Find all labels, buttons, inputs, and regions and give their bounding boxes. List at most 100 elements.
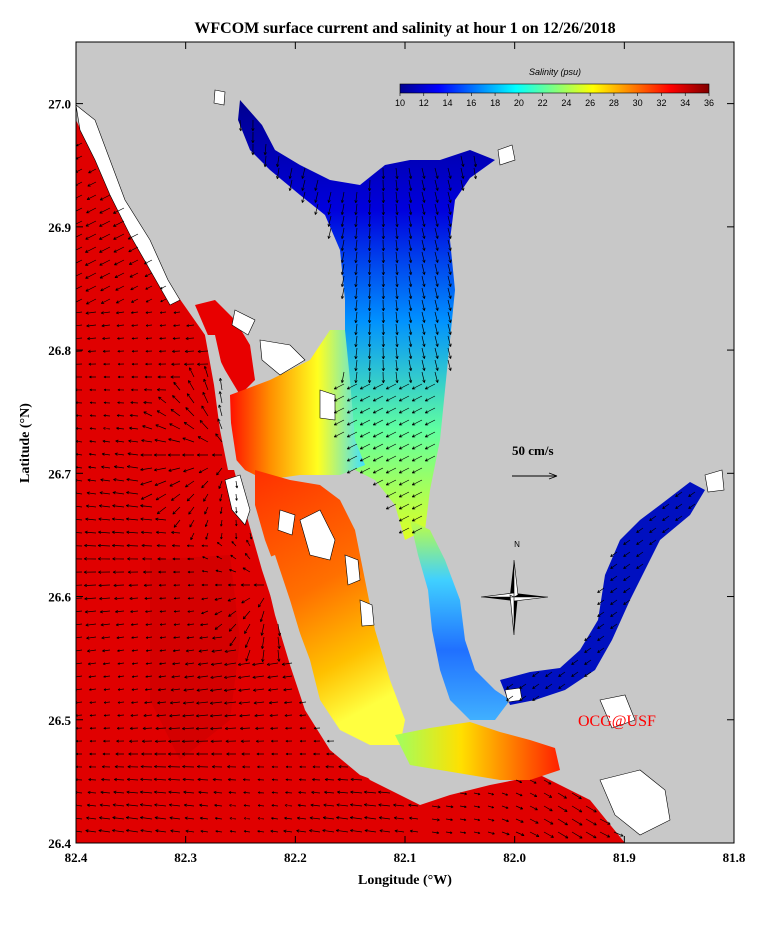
current-vector bbox=[623, 551, 631, 558]
current-vector bbox=[155, 530, 167, 535]
current-vector bbox=[85, 623, 97, 627]
current-vector bbox=[675, 515, 683, 522]
current-vector bbox=[145, 675, 153, 678]
current-vector bbox=[76, 662, 83, 665]
current-vector bbox=[214, 623, 223, 630]
current-vector bbox=[340, 239, 345, 252]
current-vector bbox=[473, 155, 477, 168]
current-vector bbox=[157, 701, 167, 705]
current-vector bbox=[284, 701, 293, 705]
current-vector bbox=[257, 597, 265, 608]
current-vector bbox=[447, 275, 452, 287]
current-vector bbox=[181, 752, 194, 756]
current-vector bbox=[211, 752, 222, 756]
credit-label: OCG@USF bbox=[578, 713, 656, 730]
current-vector bbox=[411, 467, 423, 474]
current-vector bbox=[408, 167, 413, 180]
current-vector bbox=[173, 597, 181, 600]
current-vector bbox=[198, 649, 209, 653]
current-vector bbox=[447, 191, 452, 203]
current-vector bbox=[159, 610, 167, 613]
current-vector bbox=[623, 563, 631, 570]
current-vector bbox=[103, 362, 111, 366]
current-vector bbox=[314, 191, 319, 203]
current-vector bbox=[235, 493, 238, 501]
current-vector bbox=[145, 311, 153, 314]
current-vector bbox=[314, 179, 319, 191]
current-vector bbox=[155, 829, 167, 833]
current-vector bbox=[115, 298, 125, 304]
current-vector bbox=[220, 532, 223, 540]
current-vector bbox=[212, 777, 223, 782]
current-vector bbox=[285, 778, 293, 782]
current-vector bbox=[114, 596, 125, 601]
current-vector bbox=[395, 263, 399, 276]
current-vector bbox=[571, 818, 583, 826]
current-vector bbox=[271, 804, 279, 807]
current-vector bbox=[558, 683, 566, 690]
current-vector bbox=[359, 467, 371, 474]
current-vector bbox=[610, 611, 618, 618]
current-vector bbox=[350, 790, 363, 794]
current-vector bbox=[155, 517, 167, 521]
current-vector bbox=[196, 701, 209, 705]
current-vector bbox=[87, 181, 97, 187]
current-vector bbox=[623, 539, 631, 546]
current-vector bbox=[85, 259, 97, 266]
current-vector bbox=[421, 359, 426, 371]
current-vector bbox=[99, 233, 111, 240]
current-vector bbox=[245, 649, 251, 662]
current-vector bbox=[204, 506, 209, 515]
current-vector bbox=[84, 583, 97, 588]
current-vector bbox=[301, 191, 306, 203]
current-vector bbox=[487, 831, 495, 835]
current-vector bbox=[597, 611, 605, 618]
current-vector bbox=[340, 263, 345, 276]
current-vector bbox=[117, 401, 125, 405]
current-vector bbox=[237, 662, 251, 667]
current-vector bbox=[271, 765, 279, 769]
current-vector bbox=[76, 142, 83, 147]
current-vector bbox=[234, 532, 238, 540]
current-vector bbox=[242, 610, 251, 620]
current-vector bbox=[131, 388, 139, 392]
current-vector bbox=[367, 335, 372, 348]
current-vector bbox=[408, 287, 413, 300]
current-vector bbox=[378, 790, 391, 794]
current-vector bbox=[76, 636, 83, 639]
current-vector bbox=[367, 191, 372, 204]
current-vector bbox=[170, 375, 180, 379]
current-vector bbox=[76, 791, 83, 794]
current-vector bbox=[266, 662, 279, 666]
current-vector bbox=[395, 203, 399, 216]
current-vector bbox=[445, 831, 453, 834]
scale-vector: 50 cm/s bbox=[512, 443, 558, 480]
current-vector bbox=[421, 347, 426, 359]
current-vector bbox=[103, 414, 111, 417]
current-vector bbox=[173, 583, 181, 587]
current-vector bbox=[184, 816, 195, 820]
current-vector bbox=[543, 805, 553, 812]
current-vector bbox=[381, 299, 385, 312]
current-vector bbox=[127, 452, 139, 456]
current-vector bbox=[312, 778, 321, 782]
current-vector bbox=[532, 695, 540, 702]
current-vector bbox=[424, 443, 436, 450]
current-vector bbox=[139, 790, 153, 794]
current-vector bbox=[173, 610, 181, 613]
current-vector bbox=[186, 393, 195, 404]
current-vector bbox=[89, 401, 97, 404]
current-vector bbox=[340, 215, 345, 228]
current-vector bbox=[346, 407, 358, 414]
current-vector bbox=[434, 179, 439, 191]
current-vector bbox=[408, 347, 413, 360]
current-vector bbox=[584, 647, 592, 654]
current-vector bbox=[398, 407, 410, 414]
current-vector bbox=[87, 349, 97, 353]
current-vector bbox=[87, 649, 97, 653]
current-vector bbox=[597, 647, 605, 654]
current-vector bbox=[447, 215, 452, 227]
current-vector bbox=[424, 455, 436, 462]
current-vector bbox=[271, 817, 279, 820]
current-vector bbox=[103, 726, 111, 730]
